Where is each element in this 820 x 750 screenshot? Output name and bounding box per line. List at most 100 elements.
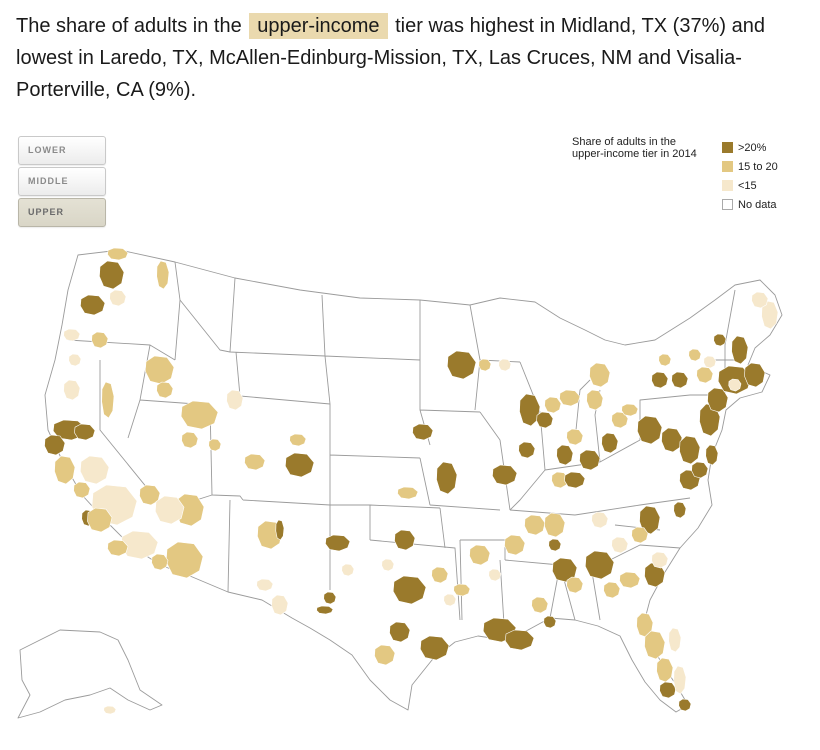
metro-area-mid[interactable] [504, 534, 526, 556]
metro-area-low[interactable] [341, 563, 355, 577]
metro-area-high[interactable] [543, 615, 557, 629]
metro-area-mid[interactable] [544, 512, 566, 538]
metro-area-mid[interactable] [91, 331, 109, 349]
metro-area-mid[interactable] [208, 438, 222, 452]
metro-area-low[interactable] [63, 328, 81, 342]
metro-area-high[interactable] [99, 260, 125, 290]
metro-area-mid[interactable] [156, 260, 170, 290]
metro-area-mid[interactable] [531, 596, 549, 614]
metro-area-mid[interactable] [54, 455, 76, 485]
metro-area-low[interactable] [673, 665, 687, 695]
metro-area-high[interactable] [601, 432, 619, 454]
metro-area-low[interactable] [381, 558, 395, 572]
metro-area-mid[interactable] [611, 411, 629, 429]
metro-area-mid[interactable] [559, 389, 581, 407]
metro-area-mid[interactable] [180, 400, 219, 430]
metro-area-high[interactable] [44, 434, 66, 456]
metro-area-high[interactable] [678, 698, 692, 712]
metro-area-high[interactable] [536, 411, 554, 429]
metro-area-high[interactable] [419, 635, 450, 661]
metro-area-high[interactable] [713, 333, 727, 347]
metro-area-mid[interactable] [73, 481, 91, 499]
metro-area-mid[interactable] [397, 486, 419, 500]
metro-area-high[interactable] [556, 444, 574, 466]
metro-area-mid[interactable] [469, 544, 491, 566]
metro-area-mid[interactable] [619, 571, 641, 589]
metro-area-mid[interactable] [696, 366, 714, 384]
metro-area-high[interactable] [564, 471, 586, 489]
metro-area-mid[interactable] [544, 396, 562, 414]
metro-area-high[interactable] [316, 605, 334, 615]
metro-area-mid[interactable] [144, 355, 175, 385]
metro-area-high[interactable] [284, 452, 315, 478]
metro-area-low[interactable] [668, 627, 682, 653]
metro-area-low[interactable] [103, 705, 117, 715]
metro-area-mid[interactable] [551, 471, 569, 489]
metro-area-high[interactable] [584, 550, 615, 580]
metro-area-high[interactable] [679, 435, 701, 465]
metro-area-mid[interactable] [566, 428, 584, 446]
metro-area-high[interactable] [659, 681, 677, 699]
metro-area-high[interactable] [579, 449, 601, 471]
metro-area-mid[interactable] [631, 526, 649, 544]
metro-area-high[interactable] [744, 362, 766, 388]
metro-area-high[interactable] [325, 534, 351, 552]
metro-area-high[interactable] [671, 371, 689, 389]
metro-area-low[interactable] [611, 536, 629, 554]
metro-area-mid[interactable] [621, 403, 639, 417]
metro-area-low[interactable] [256, 578, 274, 592]
metro-area-mid[interactable] [374, 644, 396, 666]
metro-area-mid[interactable] [603, 581, 621, 599]
metro-area-high[interactable] [392, 575, 427, 605]
metro-area-mid[interactable] [431, 566, 449, 584]
metro-area-high[interactable] [705, 444, 719, 466]
metro-area-high[interactable] [504, 629, 535, 651]
metro-area-low[interactable] [703, 355, 717, 369]
metro-area-mid[interactable] [165, 541, 204, 579]
metro-area-mid[interactable] [156, 381, 174, 399]
metro-area-high[interactable] [707, 387, 729, 413]
metro-area-low[interactable] [651, 551, 669, 569]
metro-area-low[interactable] [761, 300, 779, 330]
metro-area-high[interactable] [446, 350, 477, 380]
metro-area-high[interactable] [80, 294, 106, 316]
metro-area-mid[interactable] [658, 353, 672, 367]
metro-area-high[interactable] [412, 423, 434, 441]
metro-area-mid[interactable] [107, 247, 129, 261]
tab-upper[interactable]: UPPER [18, 198, 106, 227]
metro-area-high[interactable] [651, 371, 669, 389]
metro-area-high[interactable] [436, 461, 458, 495]
metro-area-low[interactable] [109, 289, 127, 307]
metro-area-low[interactable] [79, 455, 110, 485]
metro-area-mid[interactable] [244, 453, 266, 471]
metro-area-high[interactable] [637, 415, 663, 445]
metro-area-high[interactable] [74, 423, 96, 441]
metro-area-high[interactable] [275, 519, 285, 541]
metro-area-mid[interactable] [586, 389, 604, 411]
metro-area-high[interactable] [394, 529, 416, 551]
metro-area-high[interactable] [492, 464, 518, 486]
metro-area-high[interactable] [518, 441, 536, 459]
metro-area-high[interactable] [691, 461, 709, 479]
metro-area-low[interactable] [751, 291, 769, 309]
metro-area-mid[interactable] [688, 348, 702, 362]
metro-area-low[interactable] [63, 379, 81, 401]
metro-area-mid[interactable] [289, 433, 307, 447]
metro-area-low[interactable] [154, 495, 185, 525]
metro-area-mid[interactable] [181, 431, 199, 449]
metro-area-high[interactable] [639, 505, 661, 535]
metro-area-low[interactable] [226, 389, 244, 411]
metro-area-mid[interactable] [644, 630, 666, 660]
metro-area-high[interactable] [323, 591, 337, 605]
metro-area-mid[interactable] [101, 381, 115, 419]
metro-area-mid[interactable] [478, 358, 492, 372]
metro-area-high[interactable] [389, 621, 411, 643]
metro-area-mid[interactable] [566, 576, 584, 594]
metro-area-low[interactable] [728, 378, 742, 392]
metro-area-mid[interactable] [589, 362, 611, 388]
tab-middle[interactable]: MIDDLE [18, 167, 106, 196]
metro-area-low[interactable] [271, 594, 289, 616]
metro-area-low[interactable] [591, 511, 609, 529]
metro-area-mid[interactable] [107, 539, 129, 557]
metro-area-mid[interactable] [151, 553, 169, 571]
